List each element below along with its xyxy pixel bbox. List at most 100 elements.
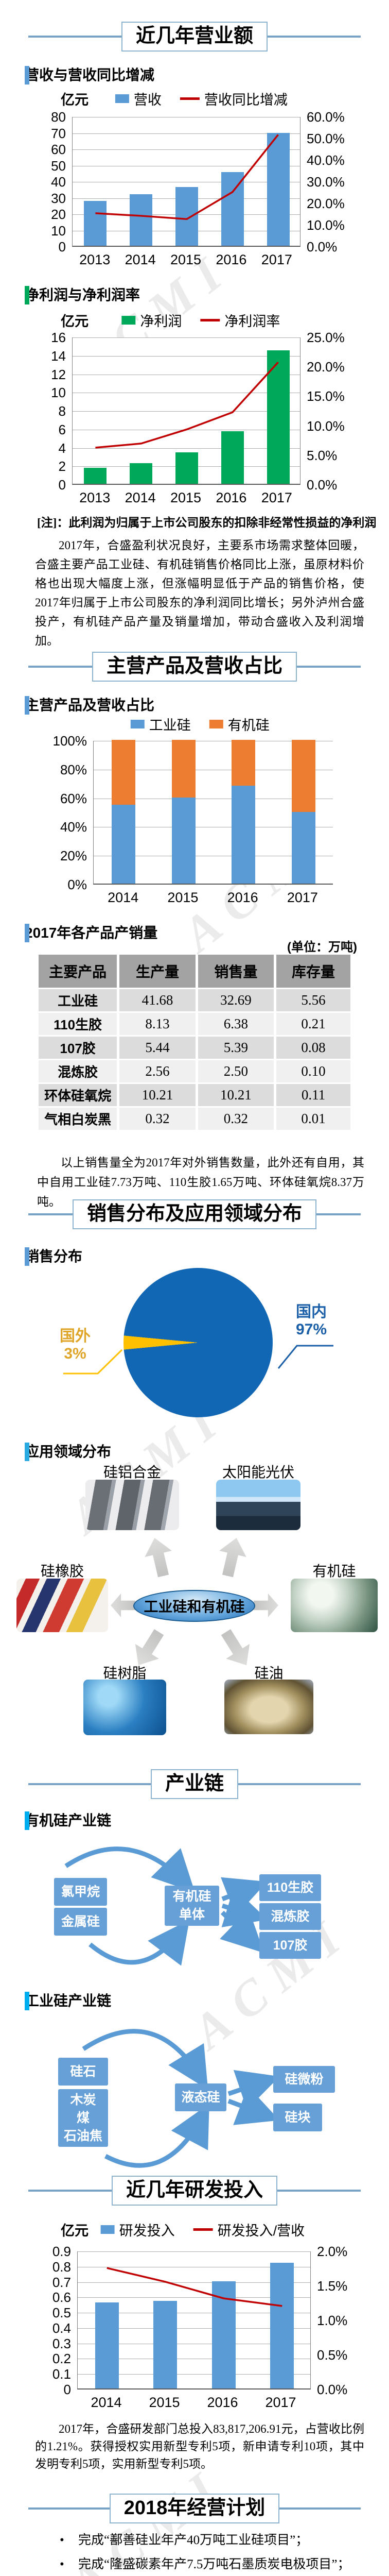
- legend-line-marker: [200, 319, 220, 321]
- center-ellipse-industrial-and-organic-silicon: 工业硅和有机硅: [133, 1590, 255, 1622]
- legend-line-marker: [180, 97, 200, 100]
- axis-unit-label: 亿元: [61, 92, 89, 108]
- legend-item-净利润率: 净利润率: [200, 310, 280, 330]
- table-footnote: 以上销售量全为2017年对外销售数量，此外还有自用，其中自用工业硅7.73万吨、…: [37, 1156, 364, 1208]
- polyline: [107, 2267, 282, 2307]
- axis-tick-label: 0.0%: [317, 2382, 348, 2397]
- x-axis-label: 2017: [261, 252, 292, 267]
- axis-unit-label: 亿元: [61, 314, 89, 329]
- section-header-sales: 销售分布及应用领域分布: [0, 1199, 389, 1229]
- axis-tick-label: 16: [51, 330, 66, 345]
- table-row: 110生胶 8.13 6.38 0.21: [39, 1013, 350, 1035]
- section-header-revenue: 近几年营业额: [0, 22, 389, 52]
- gridline: [73, 133, 300, 134]
- chain-box-metal-silicon: 金属硅: [54, 1908, 107, 1936]
- table-row: 环体硅氧烷 10.21 10.21 0.11: [39, 1084, 350, 1106]
- bar-研发投入: [153, 2301, 178, 2388]
- axis-tick-label: 80: [51, 109, 66, 125]
- line: [227, 2070, 280, 2110]
- axis-tick-label: 10.0%: [307, 418, 345, 434]
- table-row: 工业硅 41.68 32.69 5.56: [39, 989, 350, 1011]
- axis-tick-label: 5.0%: [307, 447, 338, 463]
- bar-净利润: [130, 463, 153, 484]
- app-label-silicone-oil: 硅油: [254, 1665, 284, 1681]
- plot-area: [72, 117, 300, 247]
- chain-box-compound-rubber: 混炼胶: [259, 1903, 321, 1930]
- div: 0 2 4 6 8 10 12 14 16 0.0% 5.0% 10.0% 15.0% 20.0% 25.…: [51, 330, 345, 492]
- axis-tick-label: 0.0%: [307, 477, 338, 493]
- product-name-cell: 环体硅氧烷: [39, 1084, 117, 1106]
- subheader-bar: [25, 66, 29, 84]
- axis-tick-label: 0.3: [52, 2335, 71, 2351]
- subheader-organic-chain: 有机硅产业链: [25, 1809, 111, 1830]
- div: 工业硅 有机硅: [0, 714, 389, 733]
- section-header-products: 主营产品及营收占比: [0, 652, 389, 682]
- x-axis-labels: 2013 2014 2015 2016 2017: [72, 490, 299, 506]
- axis-tick-label: 0%: [67, 877, 87, 892]
- table-header-row: 主要产品 生产量 销售量 库存量: [39, 955, 350, 988]
- x-axis-label: 2015: [170, 252, 202, 267]
- axis-tick-label: 50.0%: [307, 131, 345, 146]
- axis-tick-label: 6: [58, 421, 66, 437]
- table-row: 气相白炭黑 0.32 0.32 0.01: [39, 1108, 350, 1130]
- pie-label-pct: 3%: [64, 1345, 86, 1362]
- axis-tick-label: 0.5: [52, 2305, 71, 2321]
- axis-tick-label: 0: [63, 2382, 71, 2397]
- legend-label: 净利润: [140, 314, 182, 329]
- legend-label: 工业硅: [149, 718, 191, 733]
- axis-tick-label: 20.0%: [307, 196, 345, 211]
- table-header-cell: 库存量: [276, 955, 350, 988]
- section-title: 销售分布及应用领域分布: [72, 1199, 316, 1229]
- x-axis-label: 2013: [79, 252, 111, 267]
- x-axis-labels: 2014 2015 2016 2017: [93, 890, 332, 906]
- legend-bar-marker: [130, 720, 145, 728]
- bar-segment-有机硅: [291, 740, 315, 812]
- value-cell: 0.32: [119, 1108, 196, 1130]
- legend-item-营收: 营收: [115, 89, 162, 109]
- revenue-paragraph: 2017年，合盛盈利状况良好，主要系市场需求整体回暖，合盛主要产品工业硅、有机硅…: [35, 539, 364, 647]
- axis-tick-label: 10.0%: [307, 217, 345, 233]
- axis-tick-label: 2.0%: [317, 2244, 348, 2259]
- left-axis-ticks: 0 10 20 30 40 50 60 70 80: [9, 110, 66, 254]
- pie-leader-lines: [63, 1345, 333, 1375]
- pie-label-pct: 97%: [296, 1321, 327, 1338]
- up-arrow: [141, 1535, 177, 1579]
- subheader-label: 净利润与净利润率: [25, 287, 140, 303]
- value-cell: 32.69: [198, 989, 274, 1011]
- right-arrow: [254, 1594, 278, 1617]
- legend-label: 营收: [133, 92, 162, 108]
- bar-研发投入: [95, 2302, 119, 2388]
- subheader-bar: [25, 924, 29, 942]
- chain-box-silicon-micropowder: 硅微粉: [273, 2066, 335, 2093]
- value-cell: 5.39: [198, 1037, 274, 1059]
- subheader-sales-distribution: 销售分布: [25, 1245, 82, 1266]
- organic-silicon-chain-diagram: 氯甲烷 金属硅 有机硅 单体 110生胶 混炼胶 107胶: [0, 1834, 389, 1984]
- line: [227, 2086, 280, 2125]
- pie-label-text: 国外: [60, 1328, 91, 1345]
- chain-box-chloromethane: 氯甲烷: [54, 1878, 107, 1906]
- table-body: 工业硅 41.68 32.69 5.56 110生胶 8.13 6.38 0.21 107胶 5.…: [39, 989, 350, 1130]
- axis-tick-label: 0.5%: [317, 2347, 348, 2363]
- legend-item-研发投入: 研发投入: [100, 2219, 175, 2240]
- subheader-bar: [25, 1247, 29, 1266]
- line-series-研发投入/营收: [107, 2267, 282, 2307]
- gridline: [73, 448, 300, 449]
- value-cell: 0.32: [198, 1108, 274, 1130]
- subheader-bar: [25, 696, 29, 715]
- legend-label: 有机硅: [227, 718, 270, 733]
- up-arrow: [214, 1535, 250, 1579]
- subheader-bar: [25, 1443, 29, 1461]
- legend-label: 营收同比增减: [204, 92, 288, 108]
- axis-tick-label: 25.0%: [307, 330, 345, 345]
- rnd-paragraph: 2017年，合盛研发部门总投入83,817,206.91元，占营收比例的1.21…: [35, 2422, 364, 2470]
- axis-tick-label: 100%: [52, 733, 87, 749]
- chain-arrows: [82, 2029, 280, 2168]
- axis-tick-label: 0.2: [52, 2351, 71, 2367]
- line-series-营收同比增减: [95, 134, 279, 221]
- revenue-chart: 亿元 营收 营收同比增减 0 10 20 30 40 50 60 70 80 0.0% 10.0% 2…: [0, 89, 389, 268]
- subheader-label: 销售分布: [25, 1248, 83, 1264]
- bar-segment-有机硅: [232, 740, 256, 786]
- app-label-organic-silicone: 有机硅: [312, 1563, 356, 1579]
- chain-arrows: [64, 1846, 268, 1966]
- rnd-chart: 亿元 研发投入 研发投入/营收 0 0.1 0.2 0.3 0.4 0.5 0.6 0.7 0.8…: [0, 2219, 389, 2411]
